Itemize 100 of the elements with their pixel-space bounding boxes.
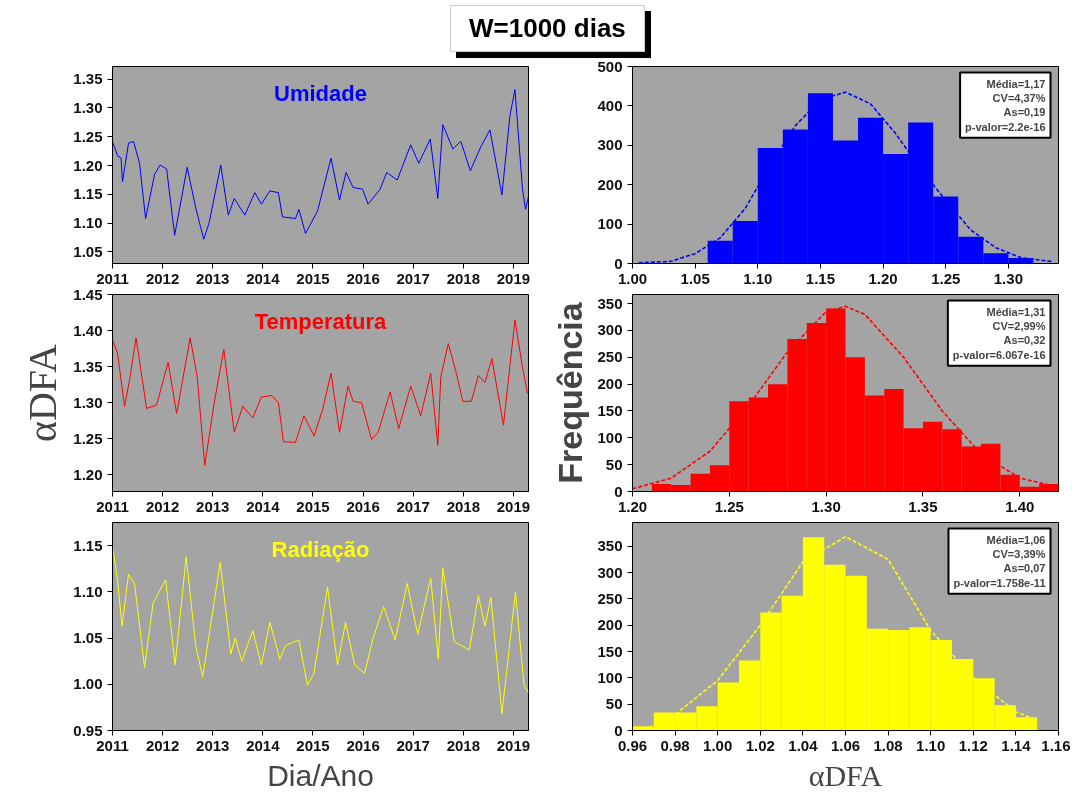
y-tick-label: 350 <box>597 537 623 555</box>
x-tick-label: 2014 <box>246 736 281 754</box>
y-tick-label: 1.00 <box>73 675 103 693</box>
y-tick-label: 1.05 <box>73 629 103 647</box>
y-tick-label: 300 <box>597 136 623 154</box>
x-tick-label: 2014 <box>246 269 281 287</box>
x-tick-label: 2011 <box>96 497 129 515</box>
annotation: Média=1,17 <box>986 77 1046 90</box>
x-tick-label: 1.08 <box>873 736 903 754</box>
x-tick-label: 2015 <box>296 497 330 515</box>
annotation: As=0,19 <box>1003 106 1046 119</box>
x-tick-label: 2015 <box>296 269 330 287</box>
x-tick-label: 2011 <box>96 269 129 287</box>
line-series <box>637 91 1054 264</box>
x-axis-title: Dia/Ano <box>267 758 374 792</box>
x-tick-label: 1.05 <box>680 269 710 287</box>
y-tick-label: 100 <box>597 668 623 686</box>
series-label: Temperatura <box>254 308 388 334</box>
x-tick-label: 2019 <box>496 736 531 754</box>
x-tick-label: 2012 <box>145 497 180 515</box>
x-tick-label: 2017 <box>396 497 430 515</box>
x-tick-label: 2016 <box>346 497 380 515</box>
y-tick-label: 1.25 <box>73 127 103 145</box>
y-tick-label: 0 <box>614 254 623 272</box>
y-axis-title: αDFA <box>20 343 66 442</box>
y-tick-label: 250 <box>597 589 623 607</box>
x-tick-label: 2017 <box>396 269 430 287</box>
y-tick-label: 1.15 <box>73 185 103 203</box>
x-tick-label: 1.25 <box>931 269 961 287</box>
y-tick-label: 500 <box>597 57 623 75</box>
y-tick-label: 300 <box>597 563 623 581</box>
x-tick-label: 1.20 <box>868 269 898 287</box>
y-tick-label: 1.45 <box>73 285 103 303</box>
x-tick-label: 1.16 <box>1041 736 1071 754</box>
x-tick-label: 2015 <box>296 736 330 754</box>
y-tick-label: 50 <box>605 695 623 713</box>
annotation: As=0,32 <box>1003 334 1046 347</box>
x-tick-label: 0.96 <box>617 736 648 754</box>
x-tick-label: 2017 <box>396 736 430 754</box>
annotation: CV=3,39% <box>992 547 1046 560</box>
x-axis-title: αDFA <box>808 758 883 792</box>
y-tick-label: 350 <box>597 294 623 312</box>
y-tick-label: 1.10 <box>73 582 103 600</box>
x-tick-label: 1.30 <box>993 269 1023 287</box>
y-tick-label: 150 <box>597 401 623 419</box>
x-tick-label: 2014 <box>246 497 281 515</box>
y-tick-label: 1.20 <box>73 156 103 174</box>
y-tick-label: 250 <box>597 348 623 366</box>
y-tick-label: 0 <box>614 482 623 500</box>
x-tick-label: 1.15 <box>805 269 836 287</box>
y-tick-label: 1.05 <box>73 242 103 260</box>
x-tick-label: 2019 <box>496 497 531 515</box>
x-tick-label: 2013 <box>196 497 230 515</box>
series-label: Radiação <box>271 536 370 562</box>
annotation: Média=1,06 <box>986 533 1046 546</box>
y-tick-label: 100 <box>597 215 623 233</box>
y-tick-label: 400 <box>597 96 623 114</box>
x-tick-label: 1.10 <box>916 736 946 754</box>
y-tick-label: 1.25 <box>73 429 103 447</box>
x-tick-label: 2012 <box>145 269 180 287</box>
x-tick-label: 2012 <box>145 736 180 754</box>
x-tick-label: 1.40 <box>1005 497 1035 515</box>
y-tick-label: 200 <box>597 375 623 393</box>
y-tick-label: 1.30 <box>73 98 103 116</box>
y-tick-label: 100 <box>597 428 623 446</box>
x-tick-label: 1.12 <box>958 736 988 754</box>
y-tick-label: 50 <box>605 455 623 473</box>
annotation: CV=2,99% <box>992 319 1046 332</box>
y-tick-label: 150 <box>597 642 623 660</box>
x-tick-label: 2019 <box>496 269 531 287</box>
y-tick-label: 0.95 <box>73 721 103 739</box>
x-tick-label: 2016 <box>346 269 380 287</box>
annotation: As=0,07 <box>1003 562 1046 575</box>
chart-title: W=1000 dias <box>450 5 645 53</box>
annotation: p-valor=2.2e-16 <box>965 120 1046 133</box>
x-tick-label: 1.25 <box>714 497 744 515</box>
x-tick-label: 2018 <box>446 497 481 515</box>
x-tick-label: 0.98 <box>660 736 690 754</box>
x-tick-label: 1.30 <box>811 497 841 515</box>
x-tick-label: 2011 <box>96 736 129 754</box>
annotation: CV=4,37% <box>992 91 1046 104</box>
y-tick-label: 1.10 <box>73 214 103 232</box>
y-tick-label: 300 <box>597 321 623 339</box>
x-tick-label: 2018 <box>446 269 481 287</box>
y-tick-label: 1.15 <box>73 536 103 554</box>
y-axis-title: Frequência <box>551 301 590 484</box>
x-tick-label: 2016 <box>346 736 380 754</box>
y-tick-label: 1.35 <box>73 70 103 88</box>
y-tick-label: 0 <box>614 721 623 739</box>
y-tick-label: 1.40 <box>73 321 103 339</box>
annotation: p-valor=1.758e-11 <box>953 576 1046 589</box>
x-tick-label: 1.00 <box>703 736 733 754</box>
x-tick-label: 1.35 <box>908 497 938 515</box>
x-tick-label: 1.06 <box>830 736 861 754</box>
x-tick-label: 2013 <box>196 736 230 754</box>
x-tick-label: 2018 <box>446 736 481 754</box>
y-tick-label: 200 <box>597 175 623 193</box>
x-tick-label: 1.04 <box>788 736 819 754</box>
annotation: p-valor=6.067e-16 <box>952 348 1046 361</box>
x-tick-label: 1.10 <box>743 269 773 287</box>
